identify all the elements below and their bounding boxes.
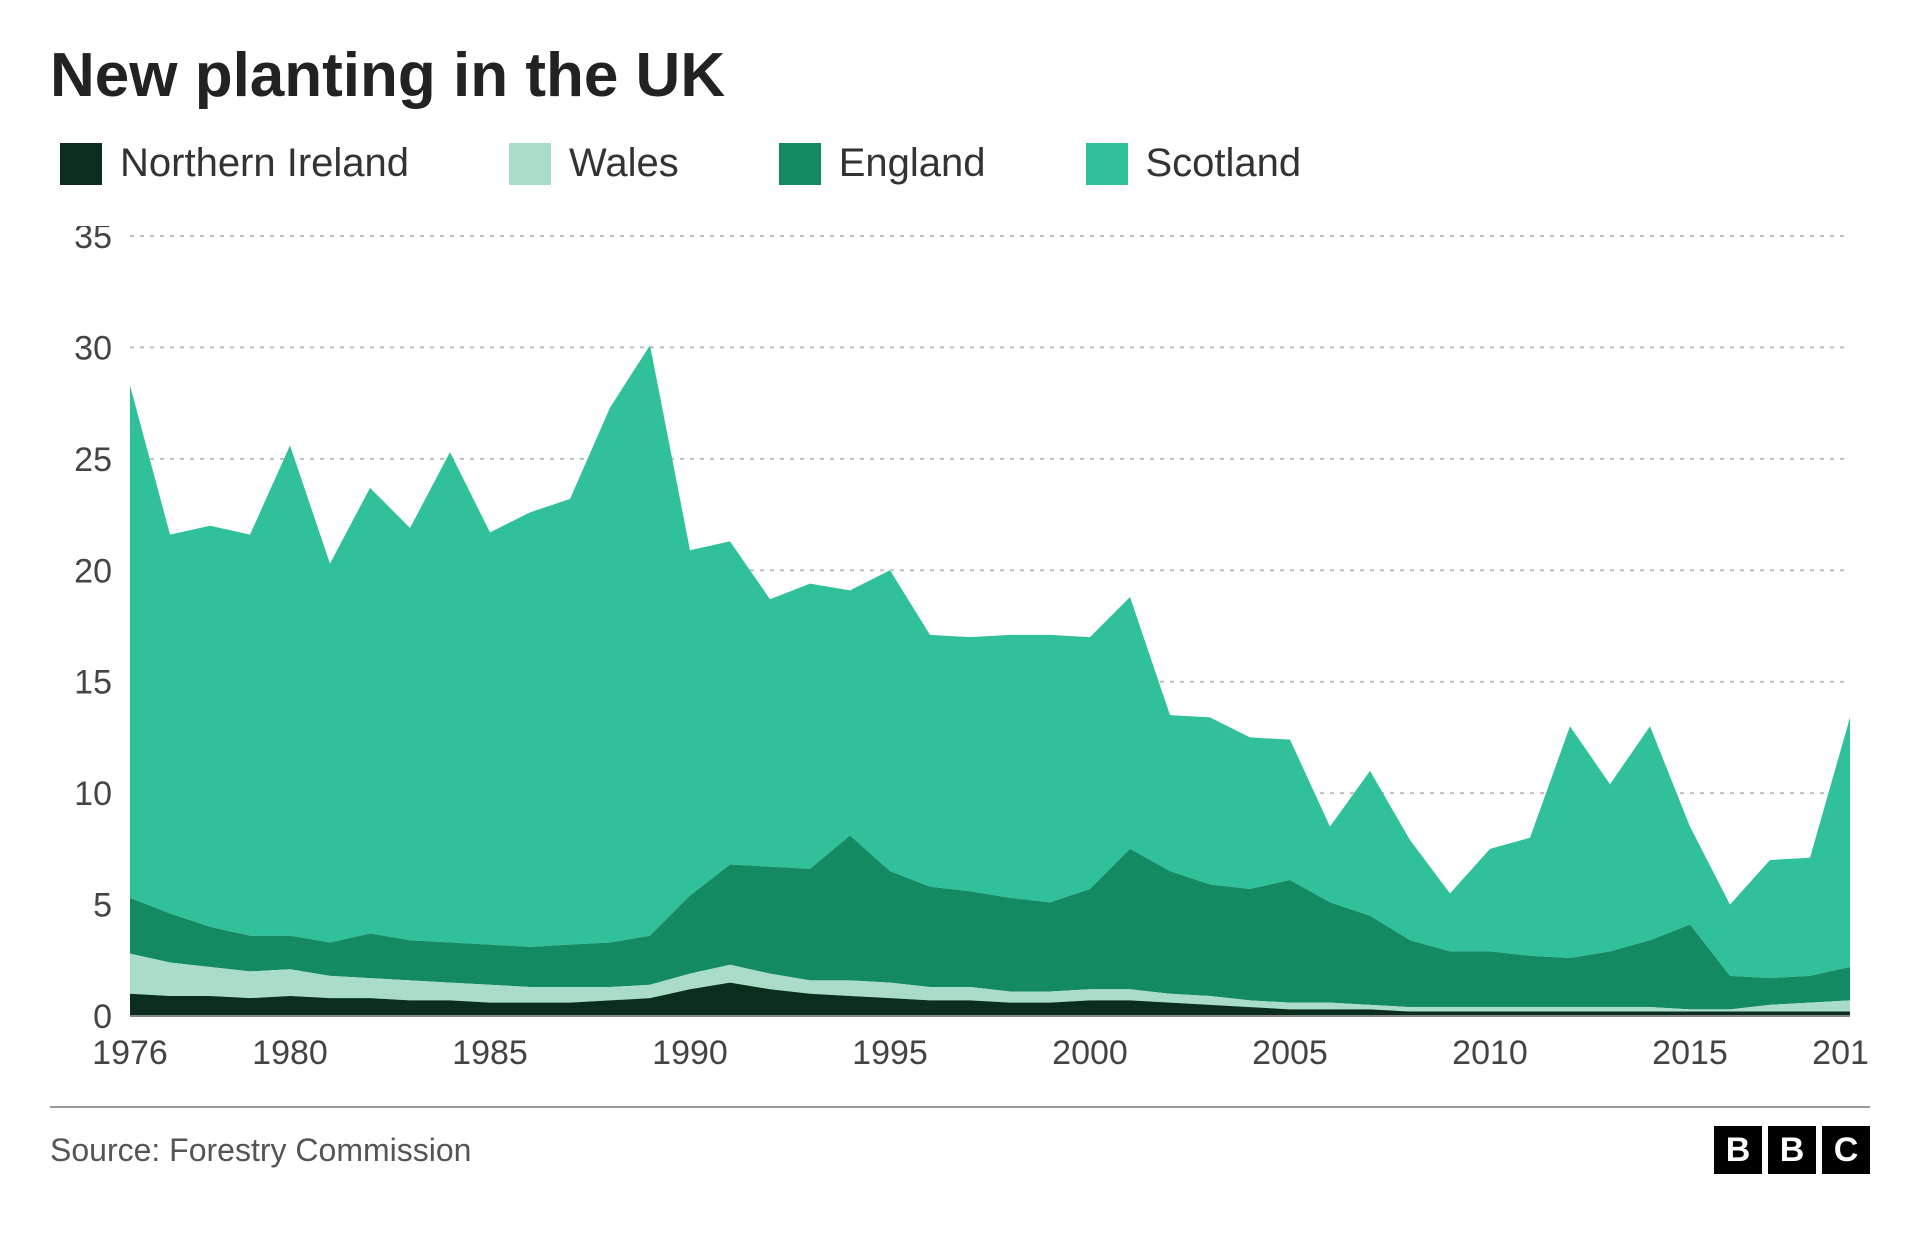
legend-label: Scotland [1146, 141, 1302, 186]
svg-text:35: 35 [74, 226, 112, 256]
legend-swatch [60, 143, 102, 185]
svg-text:1990: 1990 [652, 1034, 728, 1072]
svg-text:1980: 1980 [252, 1034, 328, 1072]
bbc-logo: B B C [1714, 1126, 1870, 1174]
chart-title: New planting in the UK [50, 40, 1870, 111]
svg-text:1995: 1995 [852, 1034, 928, 1072]
legend-label: England [839, 141, 986, 186]
area-series [130, 345, 1850, 978]
svg-text:15: 15 [74, 664, 112, 702]
footer: Source: Forestry Commission B B C [50, 1106, 1870, 1174]
svg-text:10: 10 [74, 775, 112, 813]
svg-text:2015: 2015 [1652, 1034, 1728, 1072]
svg-text:2000: 2000 [1052, 1034, 1128, 1072]
svg-text:30: 30 [74, 329, 112, 367]
svg-text:2005: 2005 [1252, 1034, 1328, 1072]
legend-swatch [509, 143, 551, 185]
legend: Northern Ireland Wales England Scotland [50, 141, 1870, 186]
chart-area: 0 5 10 15 20 25 30 35 1976 1980 1985 1990 1995 2000 20… [50, 226, 1870, 1086]
legend-item-ni: Northern Ireland [60, 141, 409, 186]
svg-text:5: 5 [93, 887, 112, 925]
svg-text:1985: 1985 [452, 1034, 528, 1072]
svg-text:20: 20 [74, 552, 112, 590]
svg-text:25: 25 [74, 441, 112, 479]
legend-swatch [1086, 143, 1128, 185]
bbc-letter: C [1822, 1126, 1870, 1174]
legend-swatch [779, 143, 821, 185]
legend-item-england: England [779, 141, 986, 186]
svg-text:1976: 1976 [92, 1034, 168, 1072]
legend-item-wales: Wales [509, 141, 679, 186]
legend-item-scotland: Scotland [1086, 141, 1302, 186]
svg-text:2010: 2010 [1452, 1034, 1528, 1072]
legend-label: Northern Ireland [120, 141, 409, 186]
source-label: Source: Forestry Commission [50, 1132, 471, 1169]
bbc-letter: B [1768, 1126, 1816, 1174]
svg-text:2019: 2019 [1812, 1034, 1870, 1072]
bbc-letter: B [1714, 1126, 1762, 1174]
svg-text:0: 0 [93, 998, 112, 1036]
area-chart-svg: 0 5 10 15 20 25 30 35 1976 1980 1985 1990 1995 2000 20… [50, 226, 1870, 1086]
legend-label: Wales [569, 141, 679, 186]
